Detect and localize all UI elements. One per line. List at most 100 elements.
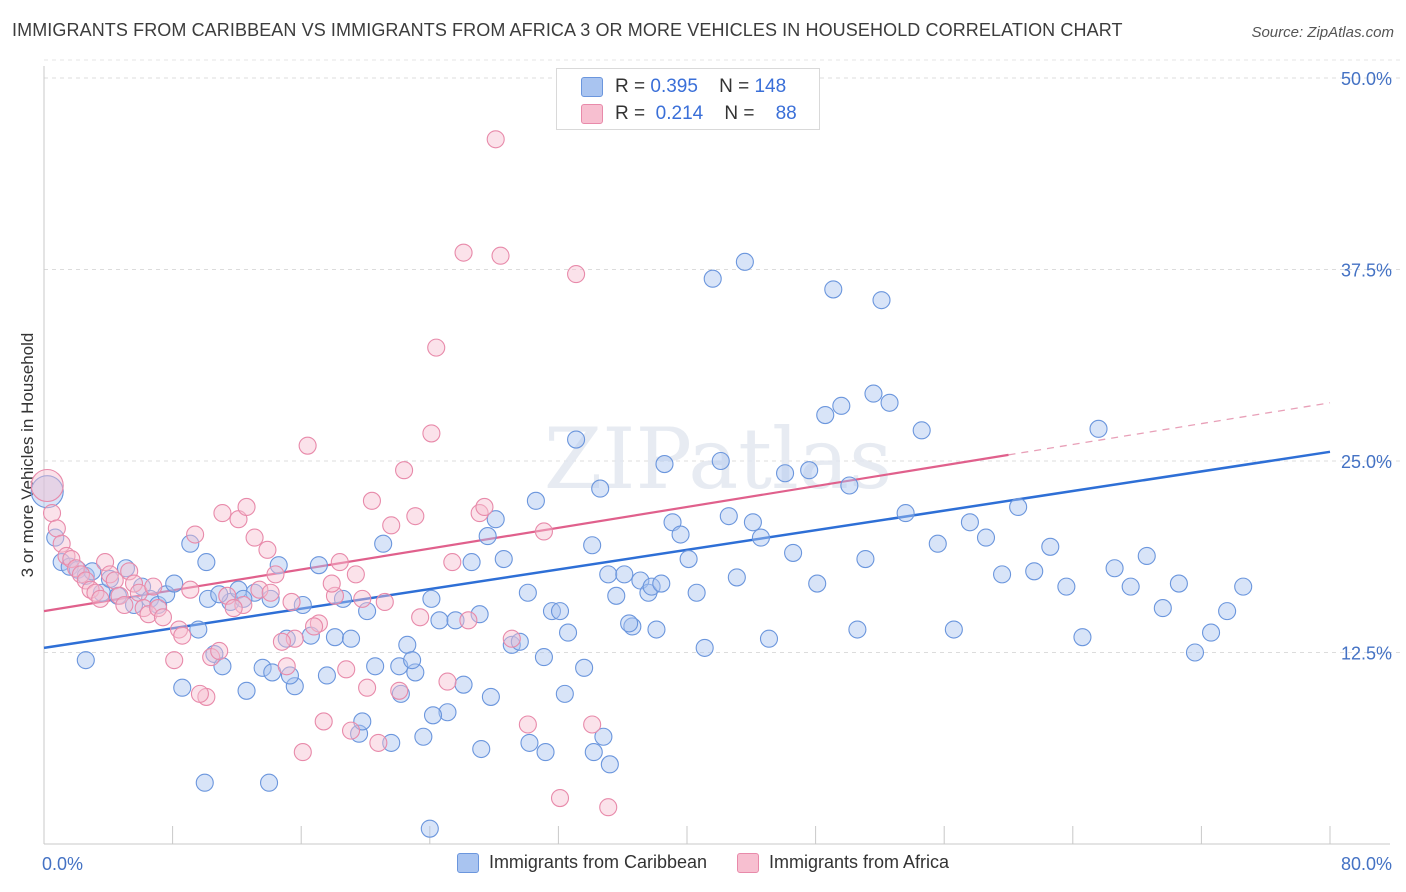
- caribbean-point: [398, 635, 417, 654]
- legend-r-label: R =: [615, 103, 646, 124]
- africa-point: [71, 565, 91, 584]
- caribbean-point: [776, 464, 795, 483]
- africa-point: [62, 549, 81, 569]
- africa-point: [105, 571, 124, 590]
- caribbean-point: [600, 755, 619, 774]
- caribbean-point: [423, 706, 443, 725]
- africa-point: [153, 608, 173, 627]
- caribbean-point: [703, 269, 722, 288]
- africa-point: [149, 599, 168, 618]
- caribbean-point: [784, 543, 803, 562]
- africa-point: [30, 468, 64, 503]
- caribbean-point: [462, 553, 481, 572]
- y-tick-label: 12.5%: [1341, 644, 1392, 664]
- africa-point: [534, 522, 553, 541]
- africa-point: [330, 553, 349, 572]
- y-tick-label: 37.5%: [1341, 261, 1392, 281]
- africa-point: [261, 583, 280, 602]
- legend-row-caribbean: R = 0.395 N = 148: [581, 74, 786, 100]
- africa-point: [86, 583, 105, 602]
- bottom-legend-label-africa: Immigrants from Africa: [769, 852, 950, 872]
- caribbean-point: [1073, 628, 1092, 647]
- caribbean-point: [1041, 537, 1060, 556]
- africa-point: [181, 580, 200, 599]
- legend-r-value: 0.214: [655, 103, 704, 124]
- africa-point: [314, 712, 333, 731]
- caribbean-point: [446, 611, 465, 630]
- africa-point: [567, 265, 586, 284]
- caribbean-point: [647, 620, 666, 639]
- africa-point: [42, 504, 62, 523]
- legend-swatch-caribbean: [581, 77, 603, 97]
- caribbean-point: [808, 574, 827, 593]
- x-tick-label: 80.0%: [1341, 854, 1392, 874]
- africa-point: [346, 565, 365, 584]
- caribbean-point: [679, 549, 698, 569]
- bottom-legend-item-africa: Immigrants from Africa: [737, 852, 949, 873]
- caribbean-point: [607, 586, 626, 605]
- africa-point: [293, 743, 312, 762]
- trend-lines: [43, 402, 1331, 650]
- africa-point: [518, 715, 537, 734]
- africa-point: [91, 589, 110, 608]
- africa-point: [186, 525, 205, 544]
- caribbean-point: [189, 620, 208, 639]
- caribbean-point: [518, 583, 537, 602]
- africa-point: [491, 246, 510, 265]
- caribbean-point: [481, 687, 500, 706]
- africa-point: [406, 507, 425, 526]
- africa-point: [173, 626, 192, 645]
- legend-n-label: N =: [724, 103, 755, 124]
- africa-point: [550, 788, 570, 808]
- caribbean-point: [325, 628, 345, 647]
- caribbean-point: [594, 727, 613, 746]
- caribbean-point: [840, 476, 859, 495]
- caribbean-point: [671, 525, 690, 544]
- africa-point: [81, 580, 100, 599]
- caribbean-point: [374, 534, 393, 553]
- caribbean-point: [1105, 559, 1124, 578]
- bottom-legend-swatch-caribbean: [456, 852, 479, 873]
- africa-point: [250, 580, 269, 599]
- africa-point: [47, 519, 66, 538]
- caribbean-point: [534, 648, 553, 667]
- caribbean-point: [520, 733, 539, 752]
- caribbean-point: [993, 565, 1012, 584]
- africa-point: [309, 614, 328, 633]
- caribbean-point: [751, 528, 770, 547]
- africa-point: [475, 497, 494, 517]
- caribbean-point: [759, 629, 779, 648]
- caribbean-point: [655, 455, 674, 474]
- caribbean-point: [832, 396, 851, 415]
- caribbean-point: [976, 528, 996, 547]
- caribbean-point: [1089, 419, 1108, 438]
- africa-point: [362, 491, 381, 510]
- caribbean-point: [116, 559, 136, 578]
- africa-point: [599, 798, 618, 817]
- caribbean-point: [1121, 577, 1140, 596]
- chart-title: IMMIGRANTS FROM CARIBBEAN VS IMMIGRANTS …: [12, 20, 1123, 40]
- caribbean-point: [403, 651, 422, 670]
- africa-point: [438, 672, 457, 691]
- caribbean-point: [472, 739, 491, 759]
- caribbean-point: [652, 574, 671, 593]
- caribbean-point: [76, 651, 95, 670]
- caribbean-point: [872, 291, 891, 310]
- caribbean-point: [414, 727, 433, 746]
- caribbean-point: [1234, 577, 1253, 596]
- caribbean-point: [1137, 546, 1156, 566]
- caribbean-point: [642, 577, 661, 596]
- caribbean-point: [198, 589, 218, 608]
- caribbean-point: [583, 536, 602, 555]
- legend-row-africa: R = 0.214 N = 88: [581, 101, 797, 127]
- africa-point: [486, 130, 505, 149]
- caribbean-point: [567, 430, 586, 449]
- caribbean-point: [293, 595, 312, 615]
- africa-point: [305, 617, 324, 636]
- africa-point: [411, 608, 430, 627]
- caribbean-point: [944, 620, 963, 639]
- africa-point: [353, 589, 372, 608]
- caribbean-point: [478, 527, 497, 546]
- africa-point: [427, 338, 446, 357]
- caribbean-point: [341, 629, 361, 648]
